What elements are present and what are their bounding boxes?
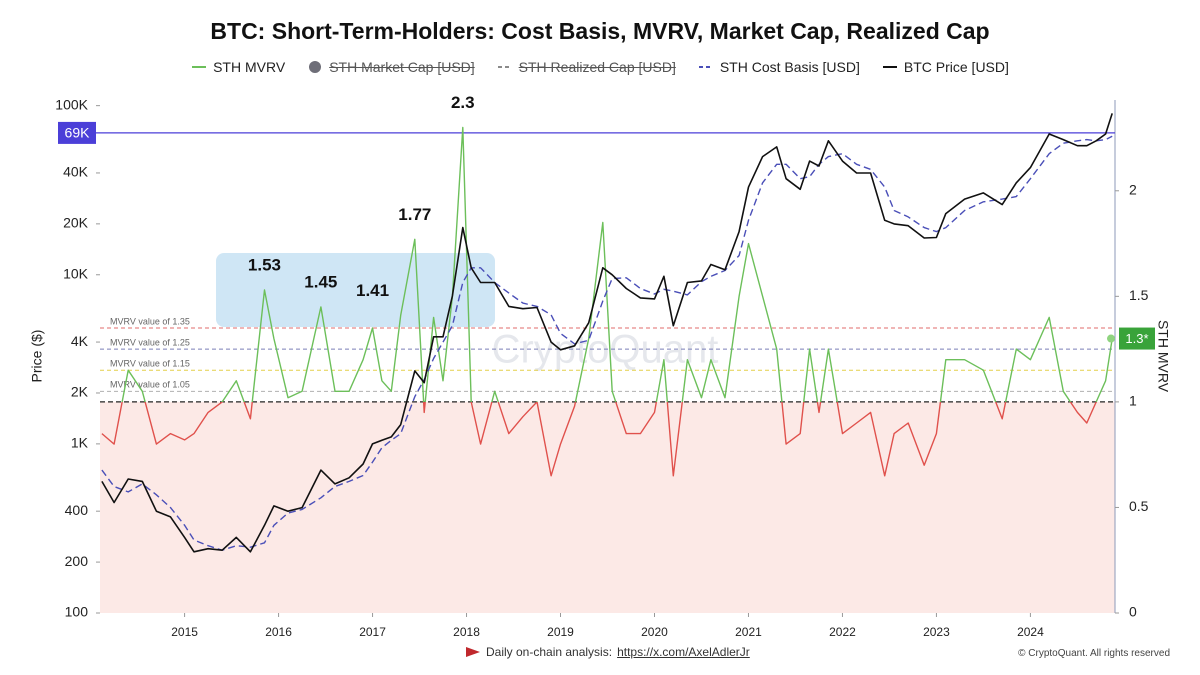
series-line	[101, 135, 1113, 551]
price-badge	[58, 121, 96, 144]
x-tick-label: 2024	[1017, 625, 1044, 639]
y-tick-label: 200	[65, 553, 89, 569]
y-tick-label: 20K	[63, 215, 89, 231]
reference-label: MVRV value of 1.05	[110, 380, 190, 390]
legend-symbol	[497, 66, 512, 68]
legend-symbol	[698, 66, 713, 68]
y-tick-label: 10K	[63, 265, 89, 281]
reference-label: MVRV value of 1.35	[110, 316, 190, 326]
footer: Daily on-chain analysis: https://x.com/A…	[465, 645, 750, 659]
peak-label: 1.45	[304, 272, 337, 291]
chart-title: BTC: Short-Term-Holders: Cost Basis, MVR…	[210, 18, 990, 44]
x-tick-label: 2023	[923, 625, 950, 639]
current-badge	[1119, 327, 1155, 350]
x-tick-label: 2019	[547, 625, 574, 639]
peak-label: 1.77	[398, 205, 431, 224]
legend-item[interactable]: STH Market Cap [USD]	[307, 59, 475, 75]
y-tick-label: 100	[65, 604, 89, 620]
legend-item[interactable]: BTC Price [USD]	[882, 59, 1009, 75]
legend-item[interactable]: STH MVRV	[191, 59, 285, 75]
x-tick-label: 2018	[453, 625, 480, 639]
x-tick-label: 2022	[829, 625, 856, 639]
y-tick-label: 400	[65, 502, 89, 518]
x-tick-label: 2017	[359, 625, 386, 639]
legend: STH MVRV STH Market Cap [USD] STH Realized…	[0, 59, 1200, 75]
y-axis-label: Price ($)	[29, 330, 45, 383]
legend-symbol	[882, 66, 897, 68]
footer-link[interactable]: https://x.com/AxelAdlerJr	[617, 645, 750, 659]
current-point	[1107, 334, 1115, 343]
y-tick-label: 1K	[71, 435, 89, 451]
y-tick-label: 100K	[55, 96, 88, 112]
peak-label: 1.53	[248, 255, 281, 274]
legend-item[interactable]: STH Realized Cap [USD]	[497, 59, 676, 75]
legend-label: STH Realized Cap [USD]	[518, 59, 676, 75]
series-line	[101, 126, 1113, 477]
highlight-box	[216, 253, 495, 327]
x-tick-label: 2021	[735, 625, 762, 639]
x-tick-label: 2016	[265, 625, 292, 639]
y2-tick-label: 1	[1129, 393, 1137, 409]
y2-axis-label: STH MVRV	[1155, 320, 1171, 393]
legend-label: STH MVRV	[213, 59, 286, 75]
x-tick-label: 2020	[641, 625, 668, 639]
reference-label: MVRV value of 1.25	[110, 337, 190, 347]
legend-symbol	[309, 61, 322, 73]
legend-label: STH Cost Basis [USD]	[719, 59, 860, 75]
legend-label: STH Market Cap [USD]	[329, 59, 475, 75]
reference-label: MVRV value of 1.15	[110, 359, 190, 369]
legend-dot	[309, 61, 322, 73]
legend-symbol	[192, 66, 207, 68]
legend-label: BTC Price [USD]	[903, 59, 1009, 75]
flag-icon	[466, 647, 480, 657]
y-tick-label: 4K	[71, 333, 89, 349]
price-badge-label: 69K	[65, 125, 91, 141]
x-tick-label: 2015	[171, 625, 198, 639]
peak-label: 1.41	[356, 281, 389, 300]
y-tick-label: 2K	[71, 384, 89, 400]
below-threshold-zone	[100, 401, 1115, 613]
y2-tick-label: 1.5	[1129, 287, 1149, 303]
y2-tick-label: 0	[1129, 604, 1137, 620]
footer-text: Daily on-chain analysis:	[486, 645, 613, 659]
legend-item[interactable]: STH Cost Basis [USD]	[698, 59, 860, 75]
y-tick-label: 40K	[63, 164, 89, 180]
copyright: © CryptoQuant. All rights reserved	[1018, 648, 1170, 659]
series-line	[101, 113, 1113, 553]
peak-label: 2.3	[451, 93, 475, 112]
y2-tick-label: 0.5	[1129, 498, 1149, 514]
y2-tick-label: 2	[1129, 181, 1137, 197]
current-badge-label: 1.3*	[1125, 331, 1148, 346]
